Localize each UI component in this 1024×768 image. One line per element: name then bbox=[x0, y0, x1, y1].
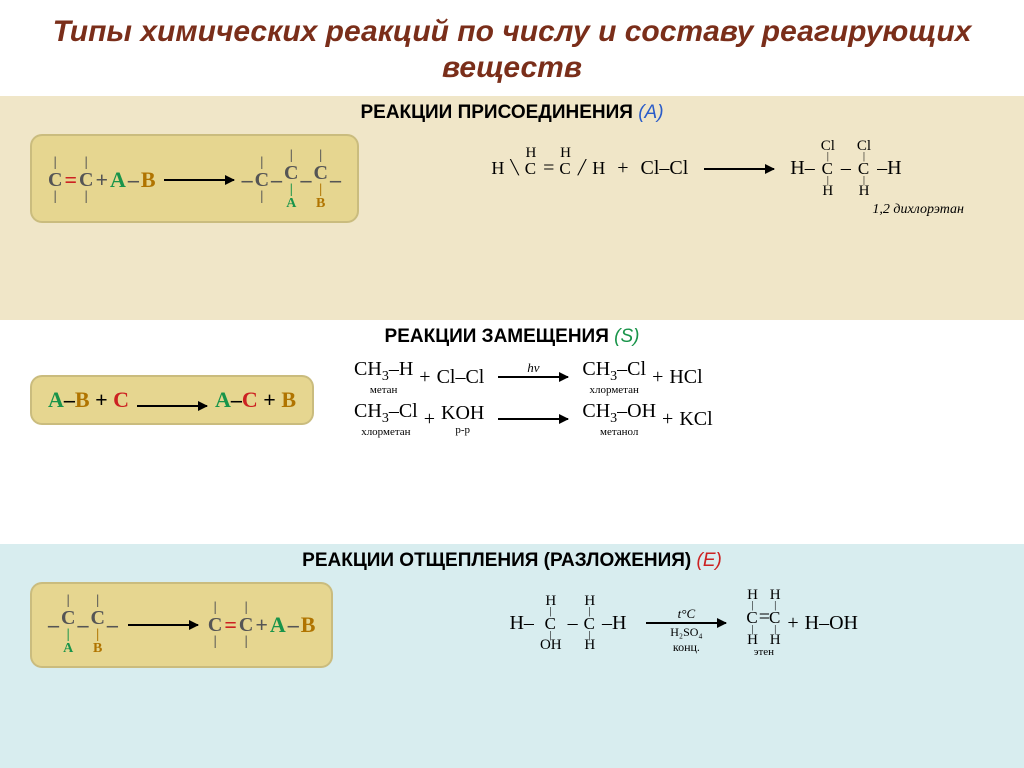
slide-title: Типы химических реакций по числу и соста… bbox=[40, 14, 984, 86]
section-title-text: РЕАКЦИИ ПРИСОЕДИНЕНИЯ bbox=[360, 102, 632, 123]
title-band: Типы химических реакций по числу и соста… bbox=[0, 0, 1024, 96]
section-title: РЕАКЦИИ ОТЩЕПЛЕНИЯ (РАЗЛОЖЕНИЯ) (E) bbox=[30, 550, 994, 572]
section-title-text: РЕАКЦИИ ЗАМЕЩЕНИЯ bbox=[385, 326, 609, 347]
slide: Типы химических реакций по числу и соста… bbox=[0, 0, 1024, 768]
section-code: (E) bbox=[697, 550, 722, 571]
section-substitution: РЕАКЦИИ ЗАМЕЩЕНИЯ (S) A–B + CA–C + B CH3… bbox=[0, 320, 1024, 544]
scheme-elimination: –|C|A–|C|B–|C|=|C| + A–B bbox=[30, 582, 333, 668]
section-code: (A) bbox=[638, 102, 663, 123]
section-title: РЕАКЦИИ ЗАМЕЩЕНИЯ (S) bbox=[30, 326, 994, 348]
section-title-text: РЕАКЦИИ ОТЩЕПЛЕНИЯ (РАЗЛОЖЕНИЯ) bbox=[302, 550, 691, 571]
section-title: РЕАКЦИИ ПРИСОЕДИНЕНИЯ (A) bbox=[30, 102, 994, 124]
section-elimination: РЕАКЦИИ ОТЩЕПЛЕНИЯ (РАЗЛОЖЕНИЯ) (E) –|C|… bbox=[0, 544, 1024, 768]
section-code: (S) bbox=[614, 326, 639, 347]
scheme-substitution: A–B + CA–C + B bbox=[30, 375, 314, 425]
example-addition: H╲HC=HC╱H + Cl–ClH–Cl|C|H–Cl|C|H–H1,2 ди… bbox=[399, 139, 994, 217]
scheme-addition: |C|=|C| + A–B–|C|–|C|A–|C|B– bbox=[30, 134, 359, 223]
example-elimination: H–H|C|OH–H|C|H–Ht°CH₂SO₄конц.H|C|H=H|C|H… bbox=[373, 588, 994, 661]
section-addition: РЕАКЦИИ ПРИСОЕДИНЕНИЯ (A) |C|=|C| + A–B–… bbox=[0, 96, 1024, 320]
example-substitution: CH3–Hметан + Cl–ClhνCH3–Clхлорметан + HC… bbox=[354, 358, 994, 442]
